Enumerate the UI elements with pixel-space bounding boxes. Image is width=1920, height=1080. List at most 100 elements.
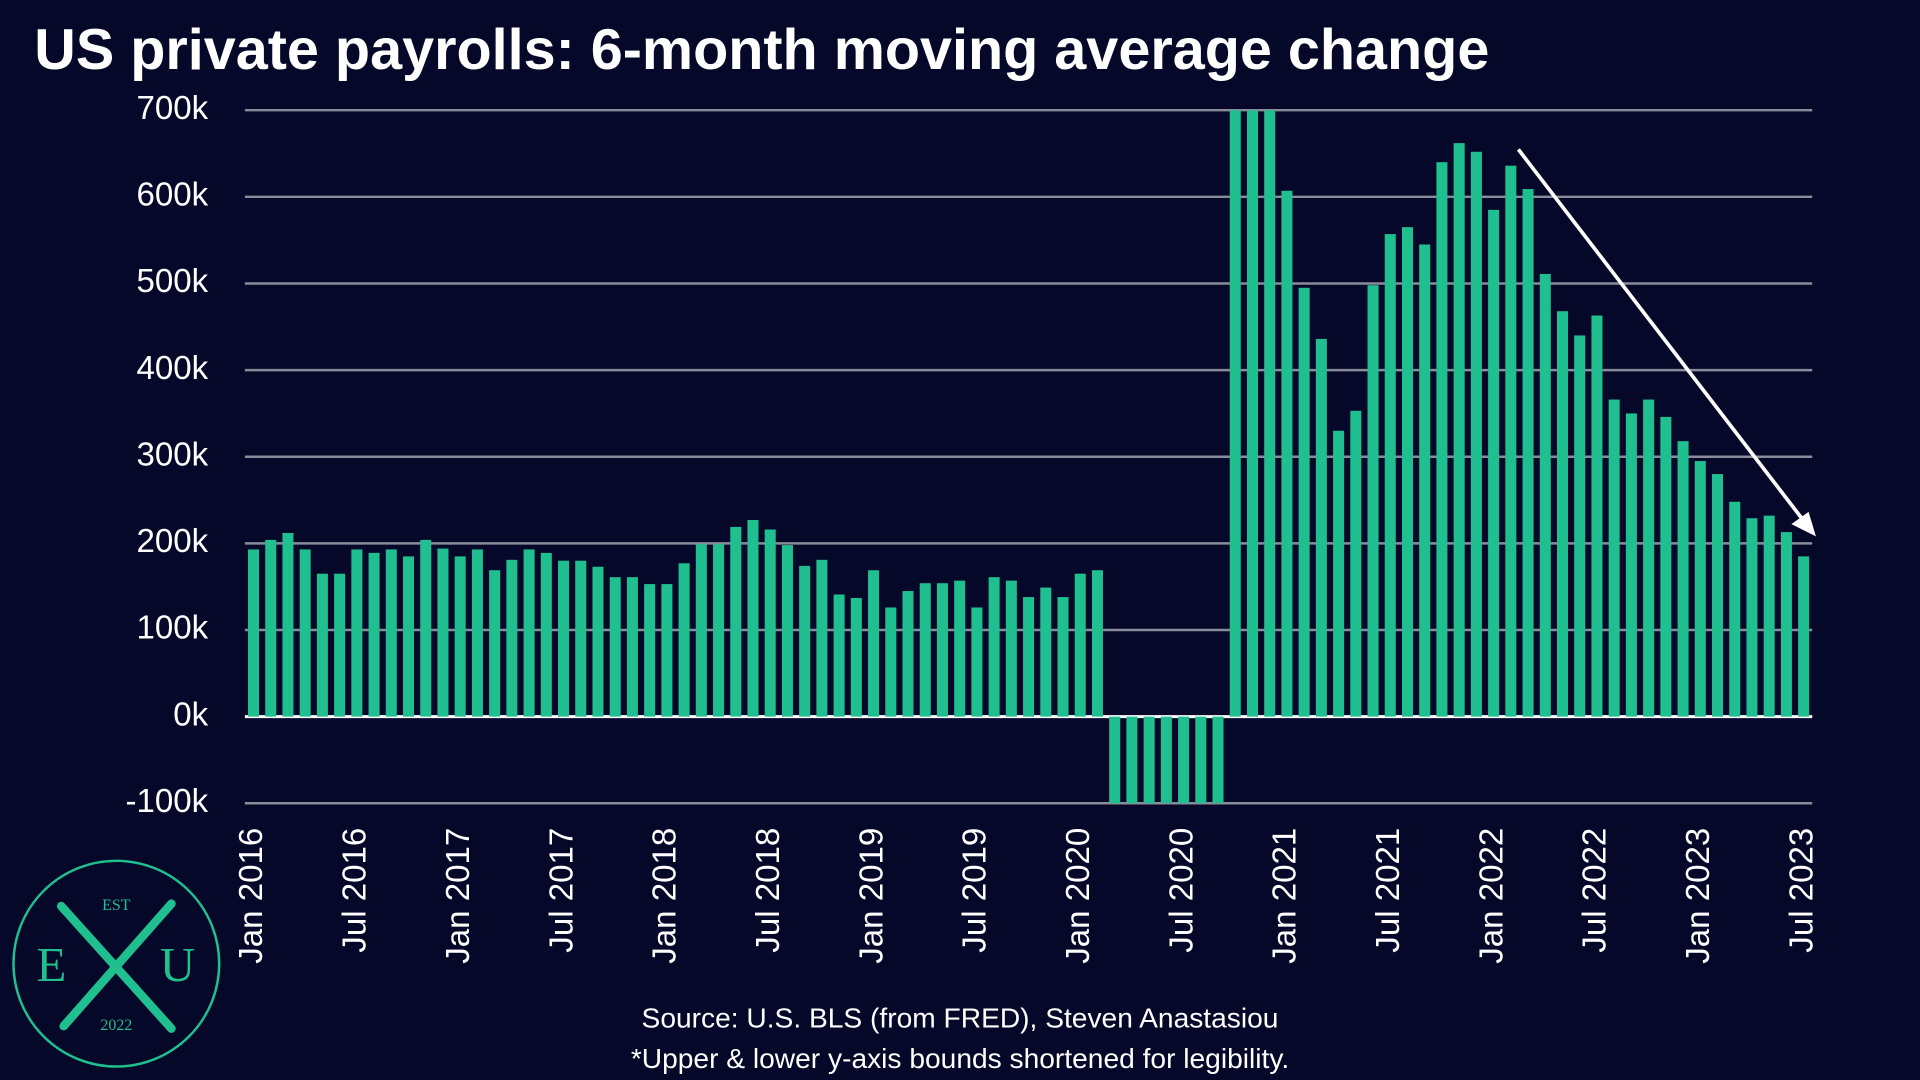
bar — [1160, 716, 1172, 804]
logo-ring — [12, 859, 221, 1068]
bars — [247, 110, 1810, 804]
bar — [1419, 244, 1431, 717]
x-tick-label: Jul 2020 — [1163, 828, 1200, 953]
bar — [971, 607, 983, 717]
bar — [1246, 110, 1258, 717]
bar — [1453, 143, 1465, 717]
bar — [1264, 110, 1276, 717]
bar — [471, 549, 483, 717]
bar — [1746, 518, 1758, 717]
bar — [1712, 474, 1724, 717]
bar — [592, 566, 604, 717]
bar — [1556, 311, 1569, 717]
logo-text: EST — [102, 897, 131, 914]
chart-title: US private payrolls: 6-month moving aver… — [34, 18, 1489, 82]
bar — [1178, 716, 1190, 804]
bar — [1057, 597, 1069, 717]
arrow-line — [1516, 148, 1804, 521]
bar — [954, 580, 966, 717]
bar — [351, 549, 363, 717]
bar — [902, 591, 914, 717]
bar — [919, 583, 931, 717]
bar — [368, 552, 380, 717]
x-tick-label: Jan 2020 — [1060, 828, 1097, 964]
bar — [936, 583, 948, 717]
y-tick-label: 500k — [136, 263, 208, 300]
bar — [1143, 716, 1155, 804]
bar — [437, 548, 449, 717]
x-tick-label: Jan 2022 — [1473, 828, 1510, 964]
bar — [1660, 416, 1672, 717]
x-tick-label: Jul 2016 — [337, 828, 374, 953]
bar — [781, 545, 793, 717]
bar — [1522, 189, 1534, 717]
bar — [489, 570, 501, 717]
bar — [1488, 209, 1500, 717]
bar — [454, 556, 466, 717]
bar — [575, 560, 587, 717]
arrow-head — [1791, 511, 1816, 537]
bar — [1798, 556, 1810, 717]
bar — [1608, 399, 1620, 717]
logo-text: U — [160, 937, 195, 992]
bar — [334, 573, 346, 717]
x-tick-label: Jul 2023 — [1783, 828, 1820, 953]
bar — [1694, 461, 1706, 717]
logo: EST E U 2022 — [12, 859, 221, 1068]
bar — [833, 594, 845, 717]
note: *Upper & lower y-axis bounds shortened f… — [631, 1043, 1289, 1074]
bar — [1401, 227, 1414, 717]
bar — [1005, 580, 1017, 717]
trend-arrow — [1516, 148, 1816, 537]
bar — [1539, 273, 1551, 717]
bar — [1350, 410, 1362, 717]
bar — [1763, 515, 1775, 717]
bar — [316, 573, 328, 717]
bar — [1212, 716, 1224, 804]
bar — [1384, 234, 1396, 717]
bar — [506, 559, 518, 717]
bar — [1109, 716, 1121, 804]
x-tick-label: Jul 2021 — [1370, 828, 1407, 953]
bar — [1040, 587, 1052, 717]
bar — [1780, 532, 1792, 717]
bar — [695, 544, 707, 717]
bar — [1367, 285, 1379, 717]
bar — [1505, 165, 1517, 717]
bar — [747, 519, 759, 717]
x-tick-label: Jan 2016 — [233, 828, 270, 964]
bar — [247, 549, 260, 717]
bar — [730, 526, 742, 717]
logo-cross — [56, 899, 176, 1033]
bar — [1281, 190, 1293, 717]
bar — [1195, 716, 1207, 804]
bar — [1643, 399, 1655, 717]
labels: -100k 0k 100k 200k 300k 400k 500k 600k 700k Jan 2… — [125, 90, 1820, 964]
y-tick-label: 400k — [136, 350, 208, 387]
bar — [1729, 501, 1741, 717]
source: Source: U.S. BLS (from FRED), Steven Ana… — [642, 1002, 1279, 1033]
x-tick-label: Jan 2023 — [1680, 828, 1717, 964]
bar — [558, 560, 570, 717]
bar — [609, 577, 621, 717]
bar — [282, 532, 294, 717]
bar — [799, 565, 811, 717]
logo-text: E — [36, 937, 66, 992]
bar — [385, 549, 397, 717]
x-tick-label: Jul 2017 — [543, 828, 580, 953]
bar — [1436, 162, 1448, 717]
bar — [885, 607, 897, 717]
bar — [403, 556, 415, 717]
y-tick-label: 600k — [136, 177, 208, 214]
bar — [1333, 430, 1345, 717]
bar — [816, 559, 828, 717]
bar — [523, 549, 535, 717]
y-tick-label: 700k — [136, 90, 208, 127]
bar — [1591, 315, 1603, 717]
bar — [1023, 597, 1035, 717]
x-tick-label: Jan 2021 — [1267, 828, 1304, 964]
bar — [678, 563, 690, 717]
y-tick-label: 0k — [173, 696, 208, 733]
bar — [868, 570, 880, 717]
